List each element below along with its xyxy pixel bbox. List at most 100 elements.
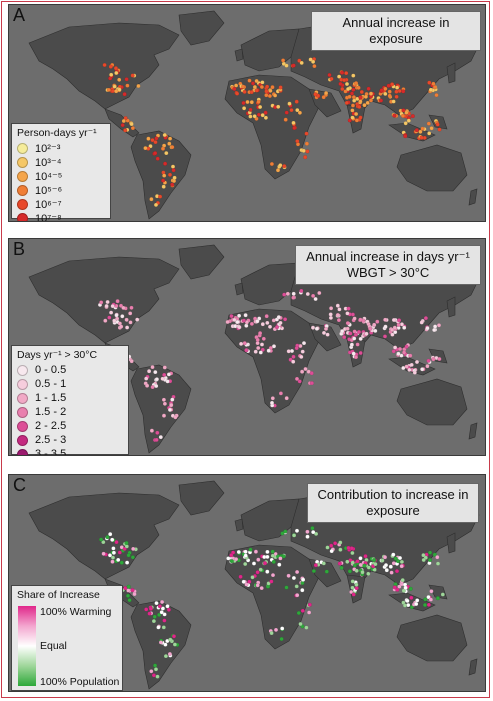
map-point bbox=[434, 93, 439, 98]
map-point bbox=[120, 123, 125, 128]
data-points bbox=[97, 288, 442, 443]
map-point bbox=[294, 584, 299, 589]
data-points bbox=[102, 57, 442, 207]
map-point bbox=[435, 122, 440, 127]
map-point bbox=[300, 580, 305, 586]
map-point bbox=[415, 598, 420, 603]
map-point bbox=[422, 602, 428, 608]
map-point bbox=[408, 586, 413, 591]
map-point bbox=[154, 377, 159, 382]
map-point bbox=[342, 335, 347, 340]
map-point bbox=[314, 531, 319, 536]
land-mass bbox=[446, 296, 456, 318]
map-point bbox=[163, 161, 168, 166]
map-point bbox=[112, 318, 117, 323]
map-point bbox=[383, 86, 388, 91]
panel-letter: C bbox=[13, 475, 26, 495]
map-point bbox=[274, 325, 280, 330]
map-point bbox=[428, 597, 433, 602]
map-point bbox=[258, 104, 263, 110]
map-point bbox=[281, 58, 286, 63]
map-point bbox=[167, 141, 172, 146]
land-mass bbox=[130, 130, 192, 220]
map-point bbox=[149, 428, 154, 433]
land-mass bbox=[388, 592, 436, 612]
map-point bbox=[259, 342, 265, 347]
map-point bbox=[396, 322, 401, 327]
map-point bbox=[401, 365, 406, 371]
map-point bbox=[249, 90, 254, 95]
map-point bbox=[279, 636, 284, 642]
map-point bbox=[264, 93, 269, 98]
map-point bbox=[247, 78, 252, 83]
land-mass bbox=[396, 378, 468, 426]
map-point bbox=[154, 437, 159, 442]
map-point bbox=[126, 588, 131, 593]
map-point bbox=[420, 126, 425, 131]
map-point bbox=[265, 320, 270, 325]
map-point bbox=[132, 592, 137, 597]
map-point bbox=[350, 560, 355, 565]
map-point bbox=[426, 595, 431, 600]
map-point bbox=[149, 197, 154, 202]
map-point bbox=[317, 290, 322, 296]
map-point bbox=[291, 63, 296, 68]
panel-title: Contribution to increase in exposure bbox=[307, 483, 479, 523]
map-point bbox=[160, 376, 165, 381]
map-point bbox=[259, 586, 264, 591]
map-point bbox=[403, 585, 408, 590]
legend-swatch bbox=[17, 420, 28, 432]
map-point bbox=[269, 579, 274, 584]
legend-label: 10³⁻⁴ bbox=[35, 156, 62, 169]
map-point bbox=[383, 563, 389, 568]
map-point bbox=[299, 354, 304, 359]
map-point bbox=[255, 583, 260, 588]
map-point bbox=[354, 118, 359, 123]
map-point bbox=[311, 568, 316, 574]
legend-title: Person-days yr⁻¹ bbox=[17, 127, 97, 139]
map-point bbox=[399, 559, 404, 564]
map-point bbox=[429, 126, 434, 131]
map-point bbox=[256, 112, 261, 117]
map-point bbox=[298, 621, 303, 627]
map-point bbox=[300, 608, 305, 613]
map-point bbox=[321, 330, 327, 335]
map-point bbox=[297, 110, 302, 115]
map-point bbox=[402, 350, 407, 355]
map-point bbox=[153, 663, 158, 668]
map-point bbox=[170, 164, 176, 169]
map-point bbox=[291, 575, 296, 581]
land-mass bbox=[28, 256, 180, 344]
map-point bbox=[303, 366, 308, 372]
map-point bbox=[355, 559, 360, 564]
map-point bbox=[249, 321, 254, 326]
map-point bbox=[291, 120, 296, 125]
map-point bbox=[307, 602, 312, 607]
map-point bbox=[351, 592, 356, 597]
map-point bbox=[301, 148, 306, 153]
map-point bbox=[238, 574, 243, 579]
map-point bbox=[356, 85, 361, 90]
map-point bbox=[436, 323, 442, 328]
map-point bbox=[271, 344, 277, 349]
map-point bbox=[350, 585, 355, 590]
map-point bbox=[104, 303, 109, 309]
land-mass bbox=[468, 422, 478, 440]
map-point bbox=[129, 122, 134, 127]
map-point bbox=[301, 577, 306, 582]
map-point bbox=[126, 553, 131, 558]
map-point bbox=[270, 573, 276, 578]
map-point bbox=[321, 95, 326, 100]
map-point bbox=[404, 344, 409, 349]
map-point bbox=[414, 128, 419, 133]
map-point bbox=[256, 99, 261, 104]
legend-label: 2 - 2.5 bbox=[35, 420, 67, 432]
map-point bbox=[124, 540, 129, 546]
map-point bbox=[301, 341, 307, 346]
map-point bbox=[404, 110, 409, 115]
map-point bbox=[153, 202, 159, 207]
legend-label: 1 - 1.5 bbox=[35, 392, 67, 404]
map-point bbox=[350, 550, 355, 556]
map-point bbox=[268, 88, 273, 93]
map-point bbox=[432, 327, 437, 333]
